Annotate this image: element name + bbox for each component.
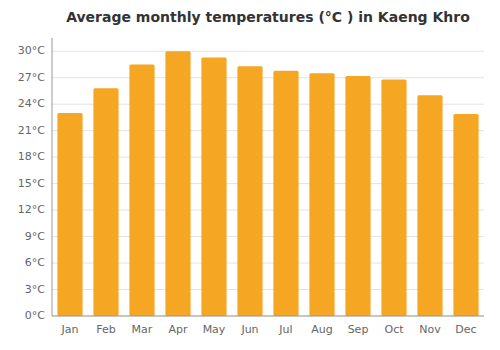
y-tick-label: 9°C [25, 230, 45, 243]
x-tick-label: Feb [96, 323, 115, 336]
x-tick-label: Oct [384, 323, 404, 336]
y-tick-label: 6°C [25, 256, 45, 269]
grid-line [52, 51, 484, 52]
y-tick-label: 27°C [18, 71, 45, 84]
page: {"chart_data": {"type": "bar", "title": … [0, 0, 500, 350]
x-tick-label: May [203, 323, 226, 336]
x-tick-label: Jul [278, 323, 292, 336]
y-tick-label: 24°C [18, 97, 45, 110]
bar [237, 66, 262, 316]
bars [57, 51, 478, 316]
bar [345, 76, 370, 316]
y-tick-label: 3°C [25, 283, 45, 296]
bar [201, 57, 226, 316]
y-tick-label: 21°C [18, 124, 45, 137]
bar [417, 95, 442, 316]
y-tick-label: 30°C [18, 44, 45, 57]
grid-line [52, 77, 484, 78]
y-tick-label: 12°C [18, 203, 45, 216]
x-tick-label: Dec [455, 323, 476, 336]
bar [57, 113, 82, 316]
x-tick-label: Apr [168, 323, 188, 336]
bar [453, 114, 478, 316]
chart-container: 0°C 3°C 6°C 9°C 12°C 15°C 18°C 21°C 24°C 27°C 30°C… [0, 0, 500, 350]
y-axis-line [52, 38, 53, 316]
y-tick-label: 0°C [25, 309, 45, 322]
y-grid [52, 51, 484, 316]
bar [273, 71, 298, 316]
x-tick-label: Jun [240, 323, 258, 336]
chart-svg: 0°C 3°C 6°C 9°C 12°C 15°C 18°C 21°C 24°C 27°C 30°C… [0, 0, 500, 350]
bar [165, 51, 190, 316]
x-tick-label: Mar [132, 323, 153, 336]
bar [381, 79, 406, 316]
bar [93, 88, 118, 316]
title: Average monthly temperatures (°C ) in Ka… [66, 9, 470, 25]
x-axis-line [52, 316, 484, 317]
y-tick-label: 15°C [18, 177, 45, 190]
y-tick-label: 18°C [18, 150, 45, 163]
grid-line [52, 316, 484, 317]
bar [309, 73, 334, 316]
x-tick-label: Sep [348, 323, 369, 336]
bar [129, 64, 154, 316]
x-tick-labels: Jan Feb Mar Apr May Jun Jul Aug Sep Oct Nov Dec [61, 323, 477, 336]
x-tick-label: Nov [419, 323, 441, 336]
y-tick-labels: 0°C 3°C 6°C 9°C 12°C 15°C 18°C 21°C 24°C 27°C 30°C [18, 44, 45, 322]
x-tick-label: Jan [61, 323, 79, 336]
x-tick-label: Aug [311, 323, 332, 336]
